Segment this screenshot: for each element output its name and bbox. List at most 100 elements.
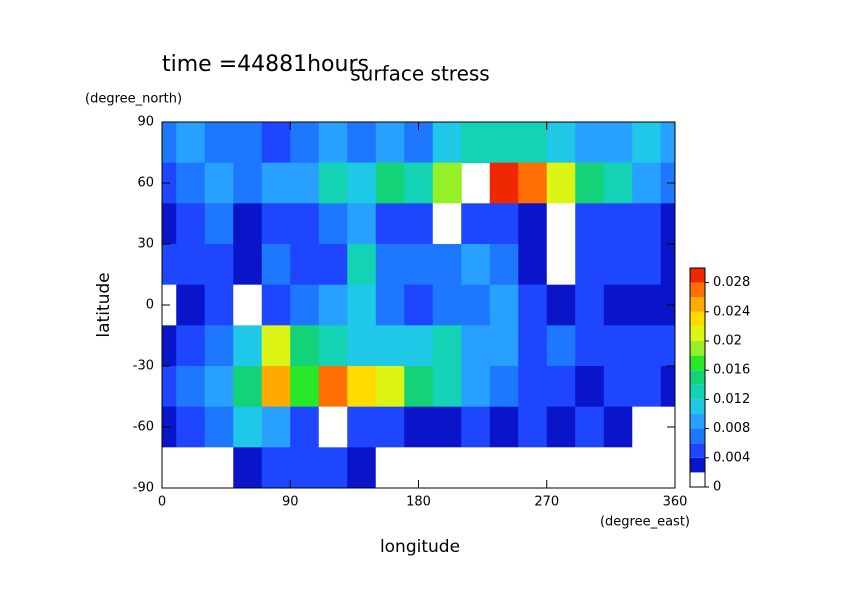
y-axis-label: latitude [94, 272, 114, 337]
field-cell [176, 122, 206, 164]
field-cell [176, 162, 206, 204]
field-cell [261, 406, 291, 448]
field-cell [404, 406, 434, 448]
field-cell [318, 244, 348, 286]
field-cell [233, 325, 263, 367]
field-cell [575, 284, 605, 326]
y-tick-label: -60 [133, 420, 154, 435]
field-cell [404, 203, 434, 245]
field-cell [290, 447, 320, 488]
colorbar-swatch [690, 268, 705, 283]
field-cell [632, 366, 662, 408]
colorbar-swatch [690, 370, 705, 385]
field-cell [546, 366, 576, 408]
field-cell [290, 406, 320, 448]
field-cell [375, 203, 405, 245]
field-cell [290, 122, 320, 164]
field-cell [176, 406, 206, 448]
field-cell [204, 162, 234, 204]
field-cell [632, 122, 662, 164]
field-cell [518, 366, 548, 408]
colorbar-tick-label: 0.024 [713, 304, 750, 319]
field-cell [632, 162, 662, 204]
field-cell [290, 366, 320, 408]
field-cell [432, 366, 462, 408]
time-label: time =44881hours [162, 52, 369, 77]
field-cell [176, 284, 206, 326]
field-cell [489, 203, 519, 245]
field-cell [375, 366, 405, 408]
field-cell [489, 325, 519, 367]
chart-title: surface stress [350, 62, 489, 86]
field-cell [162, 447, 177, 488]
field-cell [404, 284, 434, 326]
field-cell [603, 203, 633, 245]
field-cell [432, 406, 462, 448]
field-cell [261, 284, 291, 326]
field-cell [318, 203, 348, 245]
field-cell [632, 406, 662, 448]
field-cell [461, 325, 491, 367]
colorbar-tick-label: 0.008 [713, 421, 750, 436]
field-cell [261, 366, 291, 408]
field-cell [204, 447, 234, 488]
colorbar-swatch [690, 399, 705, 414]
field-cell [603, 366, 633, 408]
field-cell [489, 162, 519, 204]
field-cell [632, 447, 662, 488]
colorbar-tick-label: 0.02 [713, 334, 742, 349]
field-cell [518, 406, 548, 448]
field-cell [632, 203, 662, 245]
field-cell [632, 284, 662, 326]
field-cell [546, 447, 576, 488]
colorbar-swatch [690, 428, 705, 444]
field-cell [660, 366, 675, 408]
field-cell [233, 244, 263, 286]
field-cell [432, 162, 462, 204]
field-cell [375, 284, 405, 326]
field-cell [162, 244, 177, 286]
field-cell [204, 366, 234, 408]
field-cell [432, 325, 462, 367]
field-cell [233, 122, 263, 164]
field-cell [375, 122, 405, 164]
field-cell [632, 325, 662, 367]
field-cell [233, 284, 263, 326]
field-cell [290, 162, 320, 204]
field-cell [575, 325, 605, 367]
field-cell [489, 406, 519, 448]
colorbar-swatch [690, 457, 705, 473]
field-cell [518, 284, 548, 326]
field-cell [204, 244, 234, 286]
y-tick-label: 30 [137, 237, 154, 252]
field-cell [162, 122, 177, 164]
field-cell [261, 244, 291, 286]
field-cell [318, 162, 348, 204]
field-cell [290, 203, 320, 245]
field-cell [575, 447, 605, 488]
field-cell [261, 122, 291, 164]
field-cell [432, 284, 462, 326]
field-cell [603, 122, 633, 164]
x-tick-label: 0 [158, 495, 166, 510]
colorbar-tick-label: 0.012 [713, 392, 750, 407]
field-cell [176, 203, 206, 245]
colorbar-tick-label: 0.004 [713, 450, 750, 465]
field-cell [518, 325, 548, 367]
colorbar-frame [689, 267, 706, 488]
field-cell [347, 162, 377, 204]
field-cell [603, 162, 633, 204]
field-cell [546, 406, 576, 448]
field-cell [660, 203, 675, 245]
field-cell [660, 244, 675, 286]
x-tick-label: 90 [282, 495, 299, 510]
field-cell [575, 203, 605, 245]
y-unit: (degree_north) [85, 92, 182, 107]
field-cell [660, 122, 675, 164]
field-cell [632, 244, 662, 286]
field-cell [546, 284, 576, 326]
field-cell [518, 447, 548, 488]
field-cell [575, 162, 605, 204]
colorbar-tick-label: 0 [713, 480, 721, 495]
field-cell [318, 122, 348, 164]
